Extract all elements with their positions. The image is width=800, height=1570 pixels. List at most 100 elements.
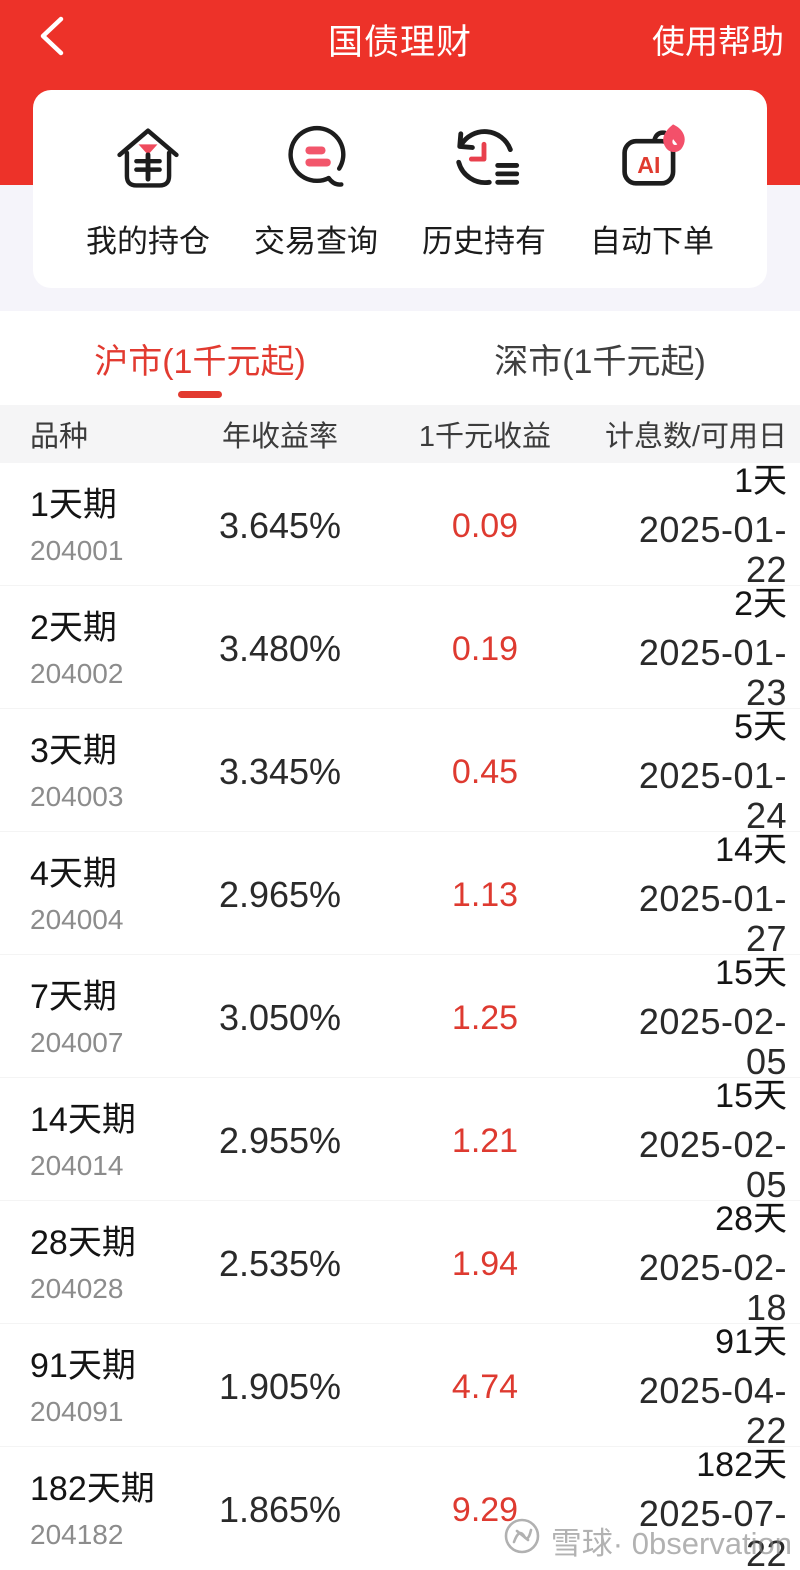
income-per-1k-value: 0.45 <box>451 752 519 791</box>
page-title: 国债理财 <box>327 22 472 62</box>
tab-shenzhen-market[interactable]: 深市(1千元起) <box>494 342 706 381</box>
interest-days-value: 28天 <box>715 1200 787 1238</box>
action-my-positions[interactable]: 我的持仓 <box>73 116 223 261</box>
days-date-cell: 28天 2025-02-18 <box>600 1200 787 1328</box>
product-cell: 182天期 204182 <box>30 1470 190 1551</box>
action-label: 自动下单 <box>590 224 714 259</box>
annual-yield-value: 2.955% <box>218 1120 342 1162</box>
interest-days-value: 2天 <box>734 585 787 623</box>
help-button[interactable]: 使用帮助 <box>652 23 784 60</box>
days-date-cell: 2天 2025-01-23 <box>600 585 787 713</box>
product-name: 14天期 <box>30 1100 136 1139</box>
table-row[interactable]: 3天期 204003 3.345% 0.45 5天 2025-01-24 <box>0 708 800 835</box>
annual-yield-value: 1.865% <box>218 1489 342 1531</box>
product-name: 2天期 <box>30 608 117 647</box>
annual-yield-value: 3.345% <box>218 751 342 793</box>
trade-search-icon <box>275 116 357 198</box>
product-cell: 1天期 204001 <box>30 486 190 567</box>
table-row[interactable]: 28天期 204028 2.535% 1.94 28天 2025-02-18 <box>0 1200 800 1327</box>
product-name: 1天期 <box>30 485 117 524</box>
income-per-1k-value: 1.13 <box>451 875 519 914</box>
table-row[interactable]: 1天期 204001 3.645% 0.09 1天 2025-01-22 <box>0 462 800 589</box>
interest-days-value: 5天 <box>734 708 787 746</box>
action-auto-order[interactable]: AI 自动下单 <box>577 116 727 261</box>
annual-yield-value: 2.965% <box>218 874 342 916</box>
product-code: 204001 <box>30 534 124 566</box>
column-header-variety: 品种 <box>30 421 89 453</box>
product-code: 204007 <box>30 1026 124 1058</box>
product-name: 91天期 <box>30 1346 136 1385</box>
interest-days-value: 15天 <box>715 954 787 992</box>
market-tabs: 沪市(1千元起) 深市(1千元起) <box>0 311 800 405</box>
annual-yield-value: 3.480% <box>218 628 342 670</box>
interest-days-value: 91天 <box>715 1323 787 1361</box>
income-per-1k-value: 4.74 <box>451 1367 519 1406</box>
days-date-cell: 182天 2025-07-22 <box>600 1446 787 1570</box>
product-code: 204002 <box>30 657 124 689</box>
available-date-value: 2025-02-05 <box>638 1001 787 1082</box>
product-name: 28天期 <box>30 1223 136 1262</box>
available-date-value: 2025-01-23 <box>638 632 787 713</box>
product-list: 1天期 204001 3.645% 0.09 1天 2025-01-22 2天期… <box>0 462 800 1570</box>
days-date-cell: 5天 2025-01-24 <box>600 708 787 836</box>
available-date-value: 2025-04-22 <box>638 1370 787 1451</box>
history-refresh-icon <box>443 116 525 198</box>
table-row[interactable]: 182天期 204182 1.865% 9.29 182天 2025-07-22 <box>0 1446 800 1570</box>
table-row[interactable]: 4天期 204004 2.965% 1.13 14天 2025-01-27 <box>0 831 800 958</box>
product-code: 204182 <box>30 1518 124 1550</box>
interest-days-value: 182天 <box>696 1446 787 1484</box>
annual-yield-value: 3.645% <box>218 505 342 547</box>
ai-order-flame-icon: AI <box>611 116 693 198</box>
chevron-left-icon <box>37 14 67 63</box>
action-trade-query[interactable]: 交易查询 <box>241 116 391 261</box>
available-date-value: 2025-02-18 <box>638 1247 787 1328</box>
product-name: 182天期 <box>30 1469 155 1508</box>
income-per-1k-value: 1.25 <box>451 998 519 1037</box>
available-date-value: 2025-01-27 <box>638 878 787 959</box>
product-name: 4天期 <box>30 854 117 893</box>
income-per-1k-value: 1.94 <box>451 1244 519 1283</box>
available-date-value: 2025-02-05 <box>638 1124 787 1205</box>
column-header-income-per-1k: 1千元收益 <box>418 421 552 453</box>
product-name: 3天期 <box>30 731 117 770</box>
days-date-cell: 15天 2025-02-05 <box>600 954 787 1082</box>
svg-text:AI: AI <box>637 152 660 178</box>
product-cell: 14天期 204014 <box>30 1101 190 1182</box>
quick-actions-card: 我的持仓 交易查询 <box>33 90 767 288</box>
interest-days-value: 15天 <box>715 1077 787 1115</box>
table-row[interactable]: 2天期 204002 3.480% 0.19 2天 2025-01-23 <box>0 585 800 712</box>
days-date-cell: 91天 2025-04-22 <box>600 1323 787 1451</box>
annual-yield-value: 1.905% <box>218 1366 342 1408</box>
income-per-1k-value: 0.19 <box>451 629 519 668</box>
interest-days-value: 1天 <box>734 462 787 500</box>
income-per-1k-value: 0.09 <box>451 506 519 545</box>
column-header-days-date: 计息数/可用日 <box>604 421 787 453</box>
product-cell: 2天期 204002 <box>30 609 190 690</box>
table-row[interactable]: 7天期 204007 3.050% 1.25 15天 2025-02-05 <box>0 954 800 1081</box>
tab-shanghai-market[interactable]: 沪市(1千元起) <box>0 311 400 405</box>
product-code: 204003 <box>30 780 124 812</box>
action-history-holdings[interactable]: 历史持有 <box>409 116 559 261</box>
product-cell: 28天期 204028 <box>30 1224 190 1305</box>
product-code: 204028 <box>30 1272 124 1304</box>
product-code: 204091 <box>30 1395 124 1427</box>
available-date-value: 2025-01-24 <box>638 755 787 836</box>
table-header: 品种 年收益率 1千元收益 计息数/可用日 <box>0 405 800 463</box>
days-date-cell: 1天 2025-01-22 <box>600 462 787 590</box>
available-date-value: 2025-01-22 <box>638 509 787 590</box>
table-row[interactable]: 14天期 204014 2.955% 1.21 15天 2025-02-05 <box>0 1077 800 1205</box>
available-date-value: 2025-07-22 <box>638 1493 787 1570</box>
income-per-1k-value: 1.21 <box>451 1121 519 1160</box>
product-code: 204004 <box>30 903 124 935</box>
income-per-1k-value: 9.29 <box>451 1490 519 1529</box>
action-label: 我的持仓 <box>86 224 210 259</box>
column-header-annual-yield: 年收益率 <box>221 421 338 453</box>
product-cell: 4天期 204004 <box>30 855 190 936</box>
annual-yield-value: 2.535% <box>218 1243 342 1285</box>
interest-days-value: 14天 <box>715 831 787 869</box>
days-date-cell: 14天 2025-01-27 <box>600 831 787 959</box>
table-row[interactable]: 91天期 204091 1.905% 4.74 91天 2025-04-22 <box>0 1323 800 1450</box>
navbar: 国债理财 使用帮助 <box>0 0 800 78</box>
back-button[interactable] <box>30 14 74 62</box>
